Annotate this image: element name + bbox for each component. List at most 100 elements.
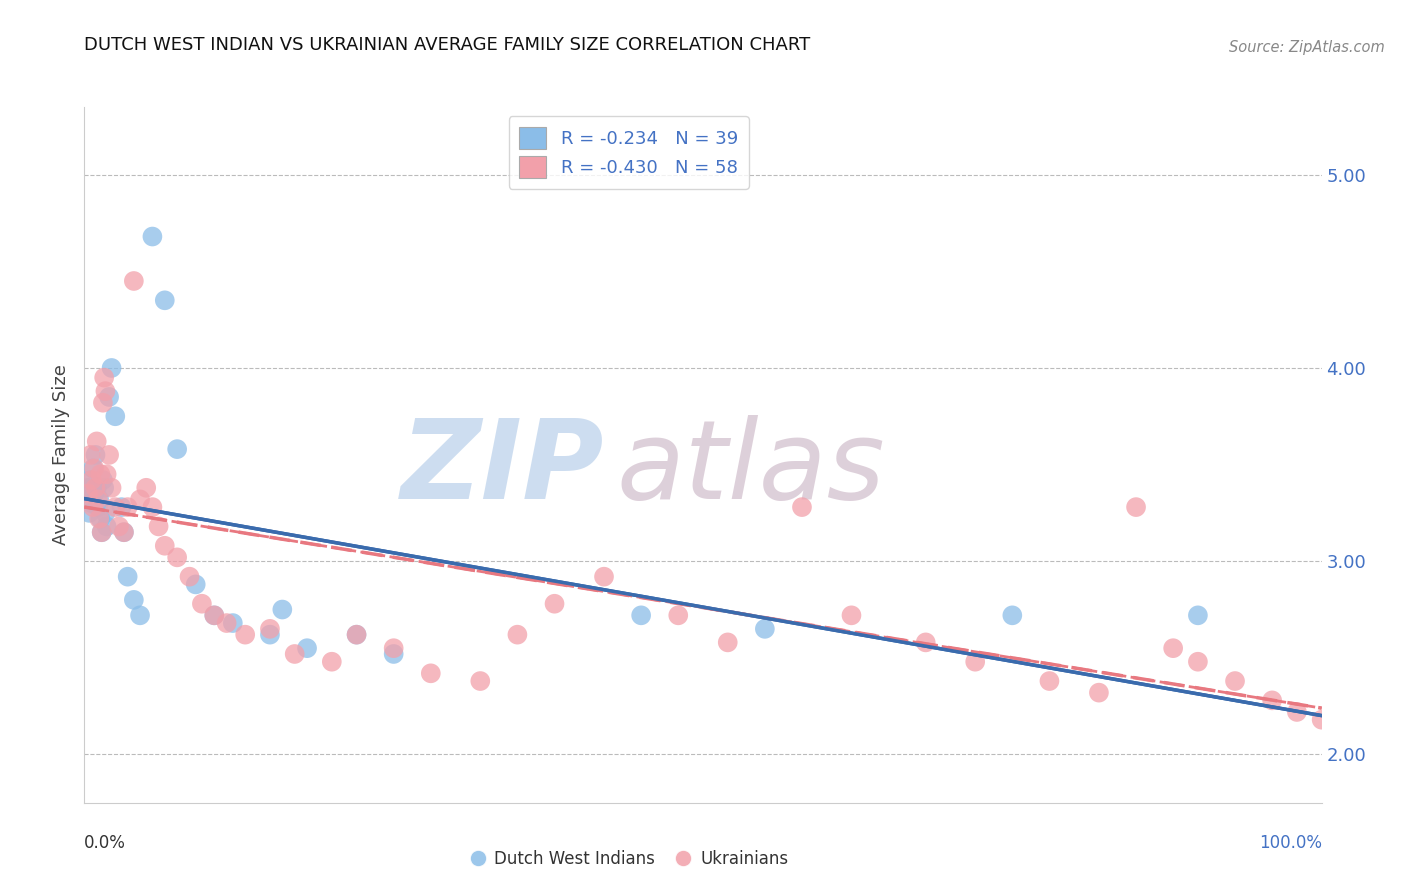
Point [82,461,104,475]
Point [1161,641,1184,656]
Point [77,486,100,500]
Point [191,597,214,611]
Point [82,500,104,514]
Point [112,525,135,540]
Point [129,608,152,623]
Point [215,615,238,630]
Point [1125,500,1147,514]
Point [202,608,225,623]
Point [83,461,105,475]
Point [104,500,127,514]
Point [153,293,176,308]
Point [630,608,652,623]
Point [98,448,121,462]
Point [914,635,936,649]
Point [91,396,114,410]
Point [84,481,107,495]
Point [593,570,616,584]
Text: ZIP: ZIP [401,416,605,523]
Point [222,615,245,630]
Point [122,593,145,607]
Point [233,628,256,642]
Point [93,481,115,495]
Point [543,597,565,611]
Point [148,519,170,533]
Point [122,274,145,288]
Point [117,570,139,584]
Point [87,500,110,514]
Point [841,608,863,623]
Point [1038,674,1060,689]
Y-axis label: Average Family Size: Average Family Size [52,365,70,545]
Point [89,467,111,482]
Point [89,492,111,507]
Point [1261,693,1284,707]
Point [98,390,121,404]
Point [77,481,100,495]
Text: atlas: atlas [616,416,884,523]
Point [1285,705,1308,719]
Point [382,641,405,656]
Point [91,473,114,487]
Point [284,647,307,661]
Point [965,655,987,669]
Point [202,608,225,623]
Point [321,655,343,669]
Point [754,622,776,636]
Point [94,384,117,398]
Point [141,229,163,244]
Point [89,511,111,525]
Point [96,467,118,482]
Point [1223,674,1246,689]
Point [117,500,139,514]
Point [717,635,740,649]
Text: Source: ZipAtlas.com: Source: ZipAtlas.com [1229,40,1385,55]
Text: 100.0%: 100.0% [1258,834,1322,852]
Point [89,511,111,525]
Point [100,361,122,376]
Point [104,409,127,424]
Point [179,570,201,584]
Point [86,481,108,495]
Point [94,506,117,520]
Point [419,666,441,681]
Point [470,674,492,689]
Point [80,496,103,510]
Point [80,473,103,487]
Point [259,622,281,636]
Point [506,628,529,642]
Legend: Dutch West Indians, Ukrainians: Dutch West Indians, Ukrainians [463,843,794,874]
Point [346,628,368,642]
Point [1001,608,1024,623]
Point [346,628,368,642]
Point [87,492,110,507]
Point [90,525,112,540]
Point [96,519,118,533]
Point [271,602,294,616]
Point [1187,608,1209,623]
Point [129,492,152,507]
Point [83,486,105,500]
Point [153,539,176,553]
Point [79,506,101,520]
Point [79,473,101,487]
Point [1310,713,1333,727]
Point [86,434,108,449]
Point [666,608,689,623]
Point [110,500,132,514]
Point [112,525,135,540]
Point [1088,686,1111,700]
Text: DUTCH WEST INDIAN VS UKRAINIAN AVERAGE FAMILY SIZE CORRELATION CHART: DUTCH WEST INDIAN VS UKRAINIAN AVERAGE F… [84,36,811,54]
Point [184,577,207,591]
Point [108,519,131,533]
Point [93,370,115,384]
Point [79,448,101,462]
Point [100,481,122,495]
Point [141,500,163,514]
Point [135,481,157,495]
Text: 0.0%: 0.0% [84,834,127,852]
Point [295,641,318,656]
Point [84,448,107,462]
Point [790,500,813,514]
Point [259,628,281,642]
